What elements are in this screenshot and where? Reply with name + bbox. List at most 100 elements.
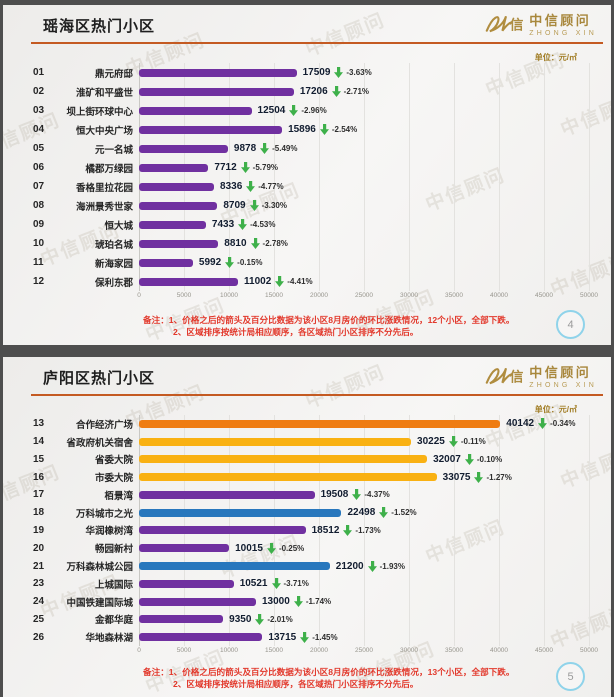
bar-area: 40142 -0.34%	[139, 415, 599, 433]
x-tick-label: 30000	[399, 646, 419, 654]
row-name: 琥珀名城	[94, 239, 133, 251]
x-tick-label: 30000	[399, 292, 419, 299]
row-change: -1.93%	[379, 561, 405, 571]
row-name: 坝上街环球中心	[66, 106, 133, 118]
bar-area: 30225 -0.11%	[139, 433, 599, 451]
row-rank: 15	[33, 453, 45, 465]
row-value: 8810	[224, 238, 247, 249]
row-change: -3.63%	[346, 68, 372, 77]
note-text: 1、价格之后的箭头及百分比数据为该小区8月房价的环比涨跌情况，	[168, 667, 428, 677]
row-rank: 03	[33, 105, 45, 116]
row-value: 22498	[347, 507, 376, 519]
chart-row: 08 海洲景秀世家 8709 -3.30%	[3, 196, 611, 215]
row-bar	[139, 562, 330, 570]
row-value: 17206	[299, 86, 328, 97]
chart-row: 25 金都华庭 9350 -2.01%	[3, 610, 611, 628]
row-rank: 17	[33, 489, 45, 501]
down-arrow-icon	[352, 489, 362, 501]
x-tick-label: 35000	[444, 292, 464, 299]
row-name: 万科森林城公园	[66, 562, 133, 573]
gridline	[589, 415, 590, 646]
x-tick-label: 5000	[176, 646, 192, 654]
chart-row: 26 华地森林湖 13715 -1.45%	[3, 628, 611, 646]
row-bar	[139, 508, 342, 517]
gridline	[409, 63, 410, 291]
row-change: -2.71%	[343, 87, 370, 96]
row-name: 合作经济广场	[75, 419, 133, 431]
chart-row: 04 恒大中央广场 15896 -2.54%	[3, 120, 611, 139]
bar-area: 7433 -4.53%	[139, 215, 599, 234]
row-bar	[139, 163, 209, 172]
row-bar	[139, 455, 428, 464]
note-text: 1、价格之后的箭头及百分比数据为该小区8月房价的环比涨跌情况，	[168, 315, 428, 325]
chart-row: 19 华润橡树湾 18512 -1.73%	[3, 522, 611, 540]
note: 备注：1、价格之后的箭头及百分比数据为该小区8月房价的环比涨跌情况，13个小区，…	[143, 666, 514, 690]
chart-row: 14 省政府机关宿舍 30225 -0.11%	[3, 433, 611, 451]
row-change: -5.49%	[272, 144, 298, 153]
chart-row: 02 淮矿和平盛世 17206 -2.71%	[3, 82, 611, 101]
row-change: -4.41%	[287, 277, 313, 286]
x-tick-label: 40000	[489, 646, 509, 654]
gridline	[499, 63, 500, 291]
row-rank: 06	[33, 162, 45, 173]
bar-area: 21200 -1.93%	[139, 557, 599, 575]
chart-row: 10 琥珀名城 8810 -2.78%	[3, 234, 611, 253]
note-line-1: 备注：1、价格之后的箭头及百分比数据为该小区8月房价的环比涨跌情况，13个小区，…	[143, 666, 514, 678]
chart-row: 16 市委大院 33075 -1.27%	[3, 468, 611, 486]
note-bold-text: 12个小区，全部下跌。	[427, 315, 515, 325]
unit-label: 单位：元/㎡	[534, 53, 577, 62]
note-bold-text: 13个小区，全部下跌。	[427, 667, 515, 677]
row-bar	[139, 201, 218, 210]
row-change: -1.74%	[305, 597, 332, 607]
row-name: 中国铁建国际城	[66, 597, 133, 609]
chart-row: 07 香格里拉花园 8336 -4.77%	[3, 177, 611, 196]
gridline	[319, 63, 320, 291]
x-tick-label: 45000	[534, 292, 554, 299]
down-arrow-icon	[249, 200, 259, 211]
x-tick-label: 50000	[579, 646, 599, 654]
x-tick-label: 15000	[264, 292, 284, 299]
slide-yaohai: 中信顾问 中信顾问 中信顾问 中信顾问 中信顾问 中信顾问 中信顾问 中信顾问 中信顾问 中信顾问…	[3, 5, 611, 345]
chart-row: 23 上城国际 10521 -3.71%	[3, 575, 611, 593]
row-value: 13000	[262, 596, 290, 608]
row-change: -0.15%	[237, 258, 263, 267]
chart-row: 05 元一名城 9878 -5.49%	[3, 139, 611, 158]
chart-row: 15 省委大院 32007 -0.10%	[3, 451, 611, 469]
down-arrow-icon	[474, 471, 484, 483]
gridline	[319, 415, 320, 646]
gridline	[454, 415, 455, 646]
row-name: 淮矿和平盛世	[75, 87, 133, 99]
row-change: -2.96%	[301, 106, 327, 115]
chart-row: 13 合作经济广场 40142 -0.34%	[3, 415, 611, 433]
bar-area: 7712 -5.79%	[139, 158, 599, 177]
row-value: 11002	[244, 276, 272, 287]
unit-label: 单位：元/㎡	[534, 405, 577, 414]
row-change: -4.77%	[258, 182, 284, 191]
bar-area: 11002 -4.41%	[139, 272, 599, 291]
rows: 01 鼎元府邸 17509 -3.63% 02 淮矿和平盛世 17206 -2.71% 03 坝上…	[3, 63, 611, 291]
zhongxin-logo: 信 中信顾问 ZHONG XIN	[482, 362, 597, 389]
x-tick-label: 20000	[309, 646, 329, 654]
x-tick-label: 25000	[354, 646, 374, 654]
row-name: 畅园新村	[94, 544, 133, 556]
row-rank: 08	[33, 200, 45, 211]
row-bar	[139, 182, 215, 191]
chart-row: 18 万科城市之光 22498 -1.52%	[3, 504, 611, 522]
row-change: -0.34%	[550, 419, 576, 429]
logo-text: 中信顾问 ZHONG XIN	[529, 10, 597, 37]
logo-cn-text: 中信顾问	[529, 365, 592, 380]
slide-title: 庐阳区热门小区	[43, 370, 156, 387]
row-value: 5992	[198, 257, 222, 268]
zhongxin-logo-mark-icon: 信	[486, 367, 524, 385]
row-rank: 04	[33, 124, 45, 135]
x-axis-ticks: 0 5000 10000 15000 20000 25000 30000 35000 40000…	[137, 292, 598, 302]
x-tick-label: 35000	[444, 646, 464, 654]
row-rank: 12	[33, 276, 45, 287]
bar-area: 22498 -1.52%	[139, 504, 599, 522]
row-change: -1.27%	[486, 472, 512, 482]
logo-text: 中信顾问 ZHONG XIN	[529, 362, 597, 389]
x-tick-label: 40000	[489, 292, 509, 299]
row-change: -2.01%	[267, 614, 293, 624]
down-arrow-icon	[448, 436, 458, 448]
